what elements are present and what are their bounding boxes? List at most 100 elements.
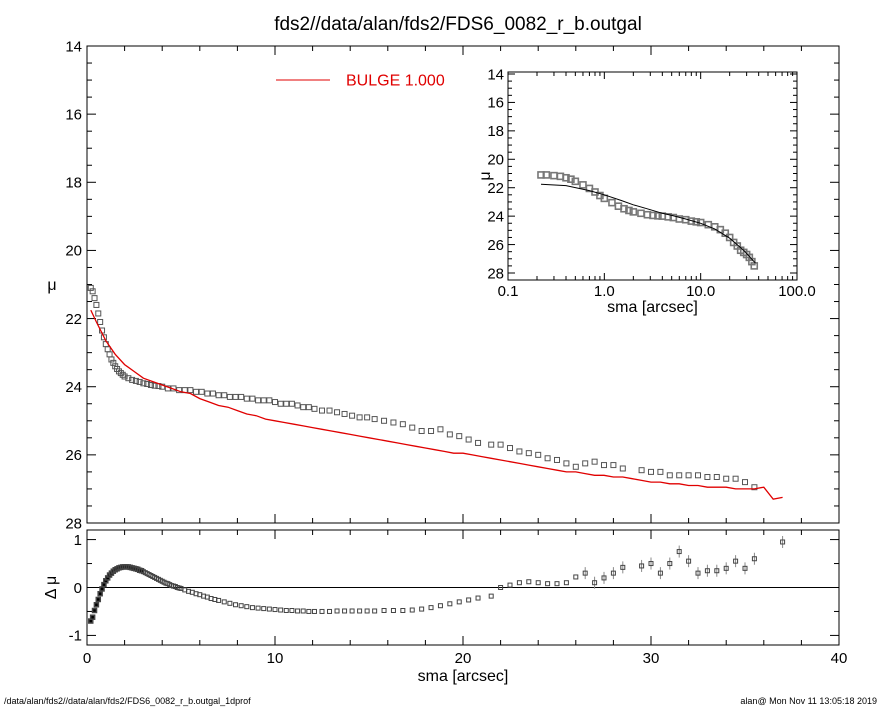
y-axis-label: Δ μ	[43, 576, 60, 599]
data-point	[115, 368, 122, 375]
residual-point	[357, 608, 363, 614]
residual-point	[319, 608, 325, 614]
y-tick-label: 24	[65, 379, 82, 396]
data-point	[648, 468, 654, 475]
y-tick-label: 22	[487, 180, 504, 197]
residual-point	[349, 608, 355, 614]
residual-point	[244, 604, 250, 610]
residual-point	[733, 558, 739, 564]
data-point	[582, 460, 589, 467]
data-point	[238, 393, 245, 400]
data-point	[399, 421, 406, 428]
data-point	[151, 382, 158, 389]
data-point	[136, 378, 143, 385]
residual-point	[428, 605, 434, 611]
data-point	[554, 456, 560, 463]
data-point	[349, 412, 356, 419]
residual-point	[516, 580, 522, 586]
data-point	[600, 194, 609, 203]
residual-point	[249, 605, 255, 611]
data-point	[117, 370, 124, 377]
y-tick-label: 28	[487, 265, 504, 282]
residual-point	[334, 608, 340, 614]
residual-point	[488, 593, 494, 599]
footer-left: /data/alan/fds2//data/alan/fds2/FDS6_008…	[4, 696, 251, 706]
residual-point	[419, 606, 425, 612]
data-point	[294, 402, 301, 409]
data-point	[326, 407, 333, 414]
x-tick-label: 1.0	[594, 283, 615, 300]
data-point	[305, 404, 312, 411]
data-point	[121, 373, 128, 380]
data-point	[610, 462, 617, 469]
y-tick-label: -1	[69, 628, 82, 645]
x-tick-label: 20	[455, 650, 472, 667]
data-point	[563, 460, 570, 467]
residual-point	[364, 608, 370, 614]
residual-point	[648, 561, 654, 567]
data-point	[364, 414, 371, 421]
y-tick-label: 28	[65, 515, 82, 532]
data-point	[654, 212, 662, 220]
residual-point	[751, 556, 757, 562]
x-tick-label: 0	[83, 650, 91, 667]
data-point	[446, 431, 453, 438]
data-point	[110, 359, 117, 366]
data-point	[676, 472, 683, 479]
y-axis-label: μ	[477, 171, 494, 180]
y-tick-label: 0	[74, 580, 82, 597]
y-tick-label: 20	[487, 152, 504, 169]
residual-point	[221, 599, 227, 605]
y-tick-label: 16	[65, 106, 82, 123]
y-axis-label: μ	[47, 277, 56, 294]
residual-point	[780, 539, 786, 545]
data-point	[215, 392, 222, 399]
y-tick-label: 18	[65, 175, 82, 192]
data-point	[371, 416, 378, 423]
data-point	[89, 288, 96, 295]
data-point	[132, 377, 139, 384]
legend-label: BULGE 1.000	[346, 73, 445, 90]
residual-point	[216, 597, 222, 603]
main-profile-panel: 14 16 18 20 22 24 26 28 μ	[47, 38, 840, 532]
x-tick-label: 30	[643, 650, 660, 667]
data-point	[629, 208, 638, 216]
data-point	[119, 371, 126, 378]
residual-point	[535, 580, 541, 586]
data-point	[409, 424, 416, 431]
residual-point	[283, 608, 289, 613]
x-axis-label: sma [arcsec]	[418, 668, 509, 685]
data-point	[428, 428, 435, 435]
residual-point	[342, 608, 348, 614]
y-tick-label: 24	[487, 208, 504, 225]
residual-point	[381, 608, 387, 613]
data-point	[140, 380, 147, 387]
x-tick-label: 10	[267, 650, 284, 667]
data-point	[93, 301, 100, 308]
data-point	[516, 448, 523, 455]
legend: BULGE 1.000	[276, 73, 445, 90]
residual-point	[327, 608, 333, 614]
data-point	[625, 206, 633, 215]
data-point	[319, 407, 325, 414]
residual-point	[311, 608, 317, 614]
residual-point	[686, 558, 692, 564]
data-point	[300, 404, 307, 411]
residual-point	[610, 570, 616, 576]
residual-point	[695, 570, 701, 576]
data-point	[619, 465, 626, 472]
data-point	[226, 393, 233, 400]
residual-point	[507, 582, 513, 588]
data-point	[723, 475, 730, 482]
residual-point	[255, 605, 261, 611]
footer-right: alan@ Mon Nov 11 13:05:18 2019	[740, 696, 877, 706]
residual-point	[704, 568, 710, 574]
data-point	[221, 392, 228, 399]
data-point	[341, 410, 348, 417]
data-point	[572, 463, 579, 470]
data-point	[542, 171, 551, 179]
residual-point	[261, 606, 267, 612]
data-point	[356, 414, 363, 421]
